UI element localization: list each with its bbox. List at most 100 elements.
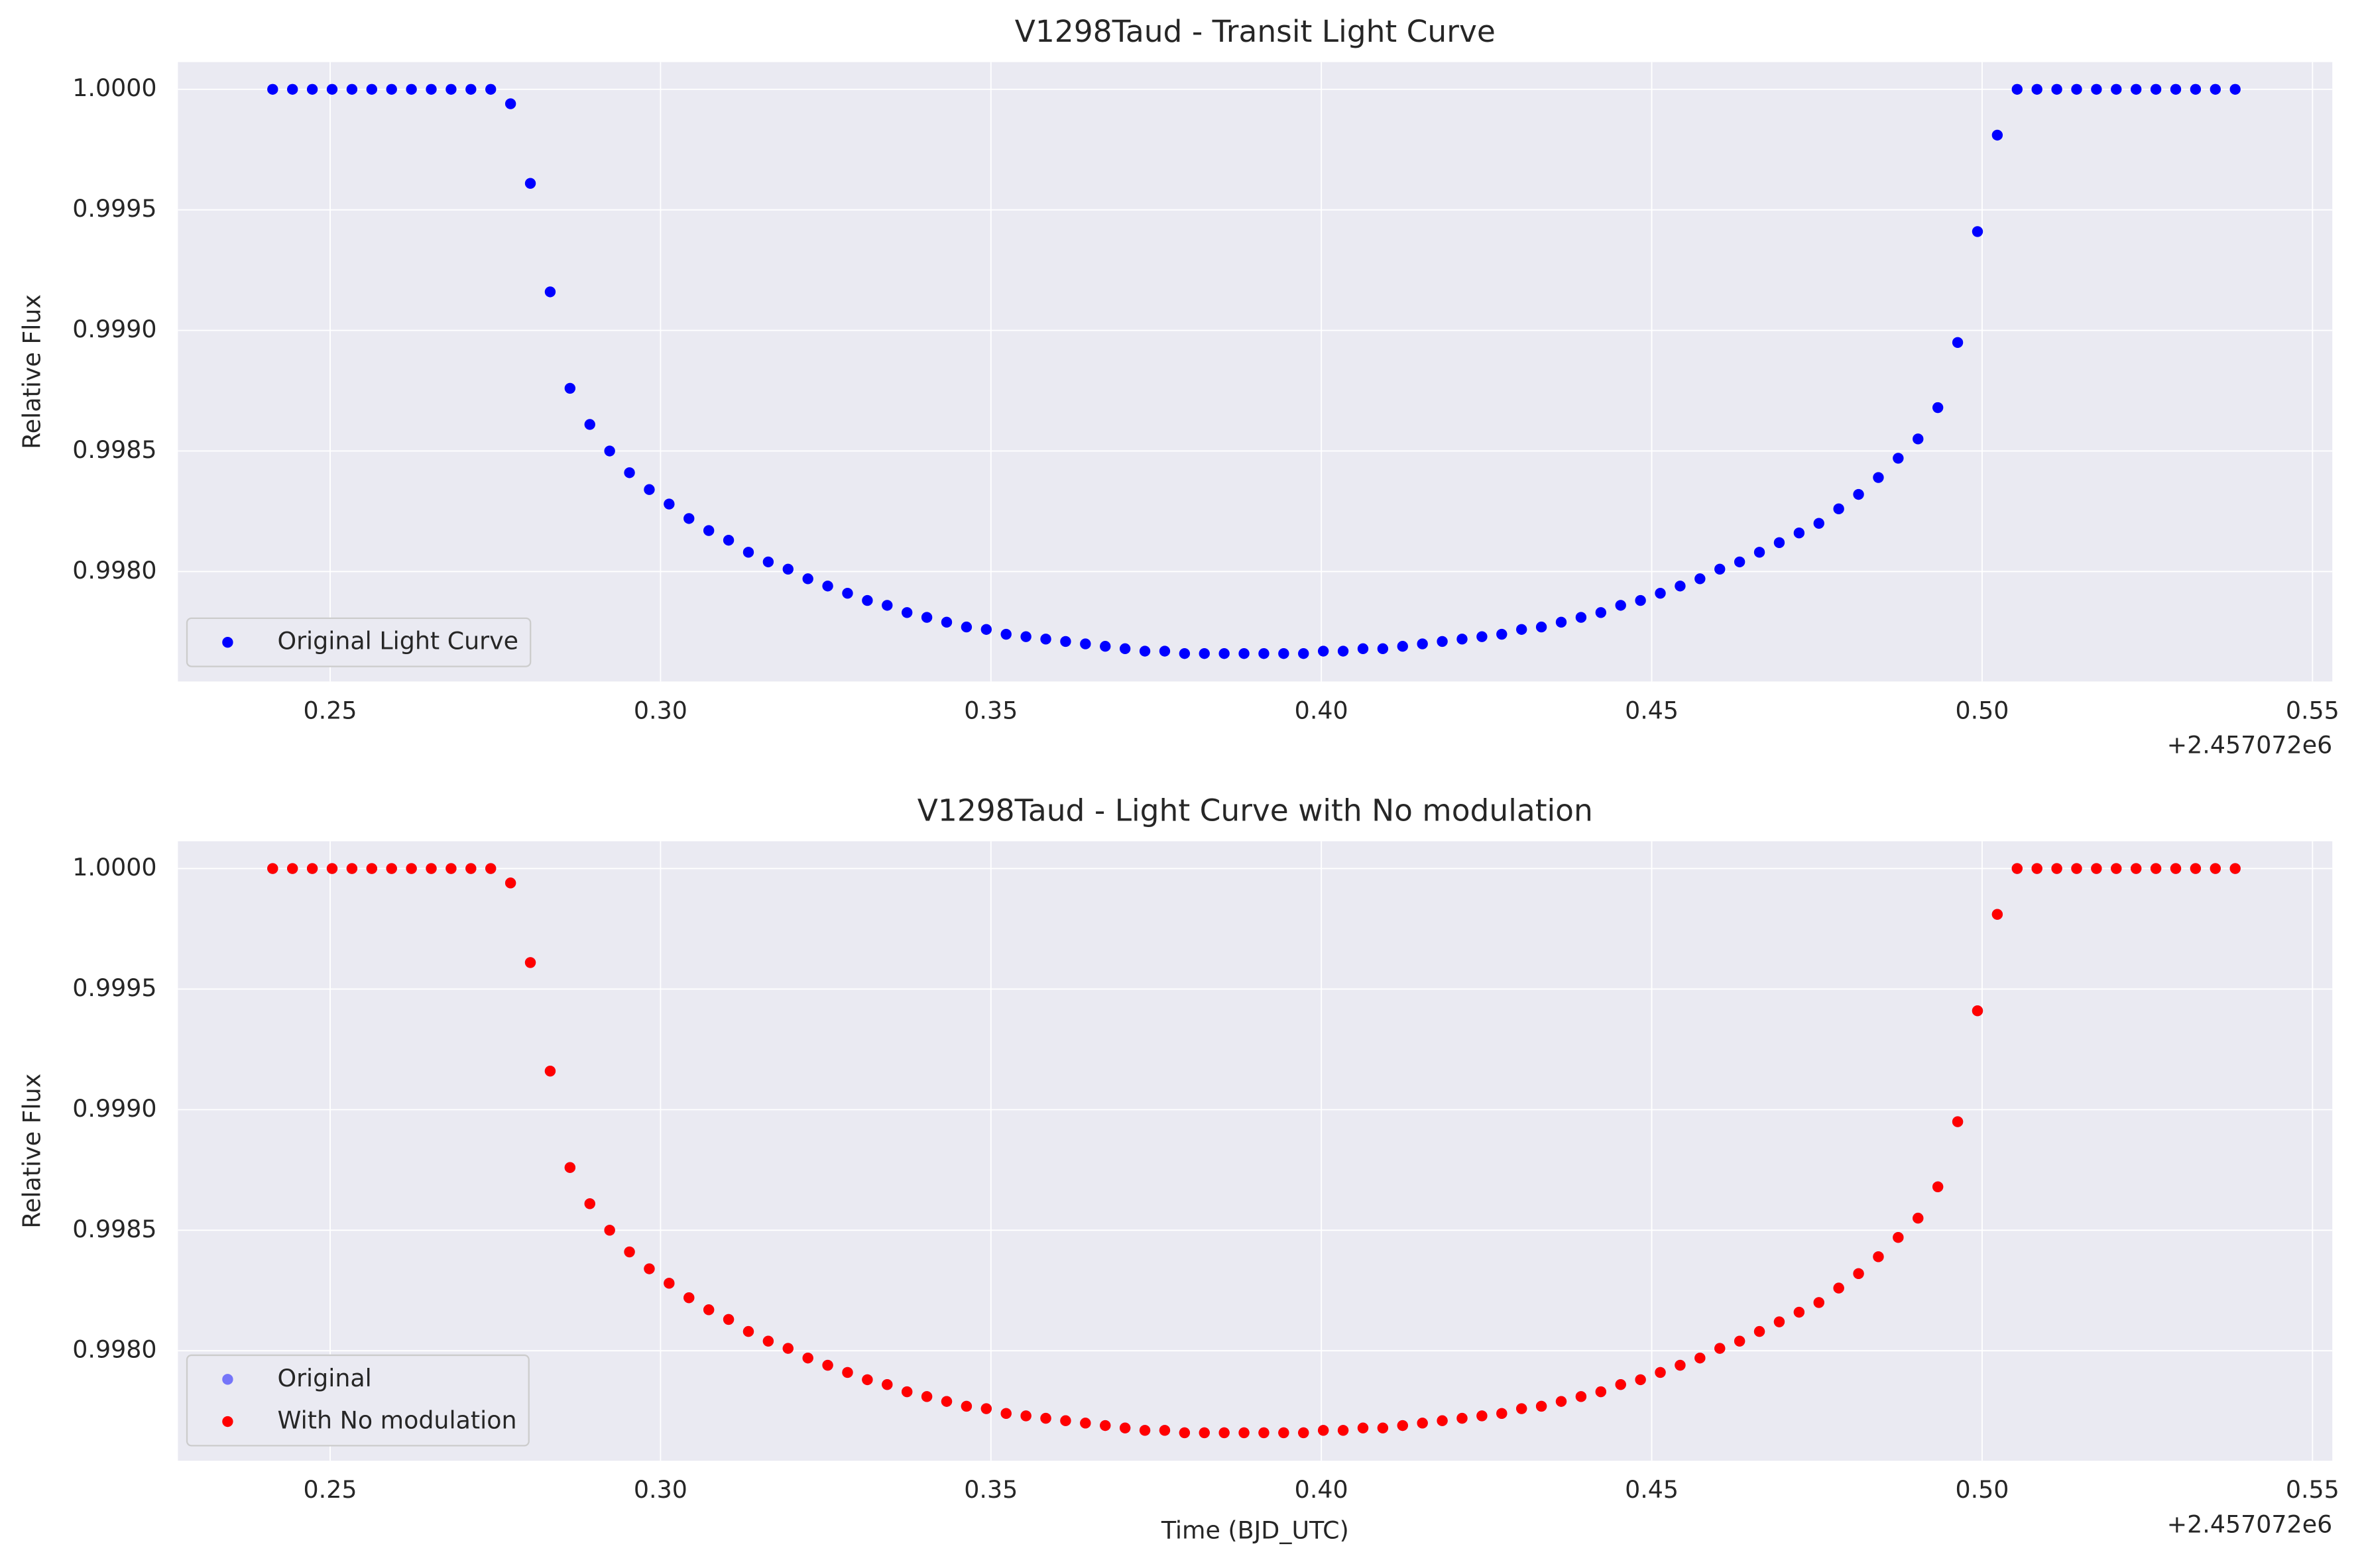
data-point [524,178,536,189]
data-point [1734,556,1745,568]
data-point [1179,647,1191,659]
data-point [1417,638,1428,649]
data-point [782,1343,794,1354]
data-point [1753,1325,1765,1337]
plot-area [178,62,2333,682]
data-point [2150,863,2162,874]
data-point [1139,1425,1151,1436]
data-point [445,84,457,95]
data-point [2170,84,2182,95]
data-point [1991,129,2003,141]
data-point [1635,594,1646,606]
legend-box [186,1354,530,1447]
data-point [544,286,556,298]
data-point [267,84,278,95]
data-point [1575,1391,1587,1402]
data-point [1615,1378,1626,1390]
data-point [504,98,516,109]
data-point [723,534,735,546]
y-tick-label: 0.9990 [72,1094,156,1123]
data-point [485,863,497,874]
data-point [1139,645,1151,657]
data-point [524,957,536,968]
y-tick-label: 0.9995 [72,974,156,1002]
data-point [2131,863,2142,874]
data-point [980,624,992,635]
data-point [1337,645,1349,657]
data-point [902,1386,913,1398]
data-point [2071,84,2082,95]
data-point [1714,1343,1726,1354]
data-point [1456,1412,1468,1424]
data-point [326,84,338,95]
panel: V1298Taud - Transit Light Curve Relative … [18,14,2339,759]
data-point [1496,628,1507,640]
data-point [584,1198,595,1209]
data-point [1516,1403,1527,1414]
data-point [723,1314,735,1325]
x-tick-label: 0.35 [964,696,1018,724]
data-point [1913,1212,1924,1224]
data-point [1020,1410,1032,1422]
data-point [1397,1420,1408,1431]
y-tick-label: 0.9995 [72,194,156,223]
data-point [1734,1335,1745,1347]
y-tick-label: 0.9985 [72,435,156,464]
data-point [1873,472,1884,483]
data-point [1952,1116,1964,1127]
data-point [882,600,893,611]
data-point [862,594,873,606]
data-point [1258,1427,1270,1439]
data-point [2071,863,2082,874]
x-tick-label: 0.45 [1625,696,1679,724]
data-point [1199,1427,1210,1439]
x-axis-label: Time (BJD_UTC) [1161,1516,1349,1545]
data-point [1793,528,1805,539]
data-point [1100,1420,1111,1431]
data-point [1496,1408,1507,1420]
data-point [1317,645,1329,657]
plot-area [178,841,2333,1461]
data-point [683,1292,695,1304]
legend-box [186,617,532,667]
data-point [842,1367,853,1378]
data-point [1873,1251,1884,1262]
data-point [1595,1386,1606,1398]
data-point [1773,1316,1785,1327]
data-point [1258,647,1270,659]
legend: Original Light Curve [186,617,532,667]
data-point [1675,581,1686,592]
data-point [2190,84,2202,95]
data-point [584,419,595,430]
data-point [1555,1396,1567,1407]
data-point [1397,641,1408,652]
data-point [346,863,358,874]
x-tick-label: 0.30 [634,696,687,724]
data-point [1040,634,1051,645]
chart-title: V1298Taud - Light Curve with No modulati… [917,793,1593,828]
data-point [1437,636,1448,647]
data-point [1417,1418,1428,1429]
data-point [2031,84,2042,95]
x-offset-label: +2.457072e6 [2167,1510,2333,1538]
data-point [644,484,655,495]
data-point [1060,1415,1071,1426]
data-point [1555,616,1567,628]
data-point [1119,643,1131,655]
data-point [624,467,635,478]
y-tick-label: 0.9980 [72,556,156,585]
data-point [1278,1427,1289,1439]
data-point [1753,547,1765,558]
data-point [762,1335,774,1347]
data-point [1179,1427,1191,1439]
data-point [2011,863,2023,874]
data-point [2229,863,2241,874]
x-offset-label: +2.457072e6 [2167,731,2333,759]
data-point [445,863,457,874]
data-point [1575,612,1587,623]
data-point [2091,863,2102,874]
data-point [1337,1425,1349,1436]
data-point [1675,1359,1686,1371]
x-tick-label: 0.55 [2286,1475,2339,1504]
